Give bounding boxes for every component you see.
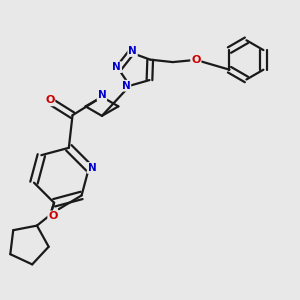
Text: N: N xyxy=(88,163,97,173)
Text: N: N xyxy=(122,81,130,91)
Text: N: N xyxy=(98,90,106,100)
Text: O: O xyxy=(48,212,58,221)
Text: O: O xyxy=(45,95,55,105)
Text: O: O xyxy=(191,55,200,65)
Text: N: N xyxy=(112,62,121,72)
Text: N: N xyxy=(128,46,137,56)
